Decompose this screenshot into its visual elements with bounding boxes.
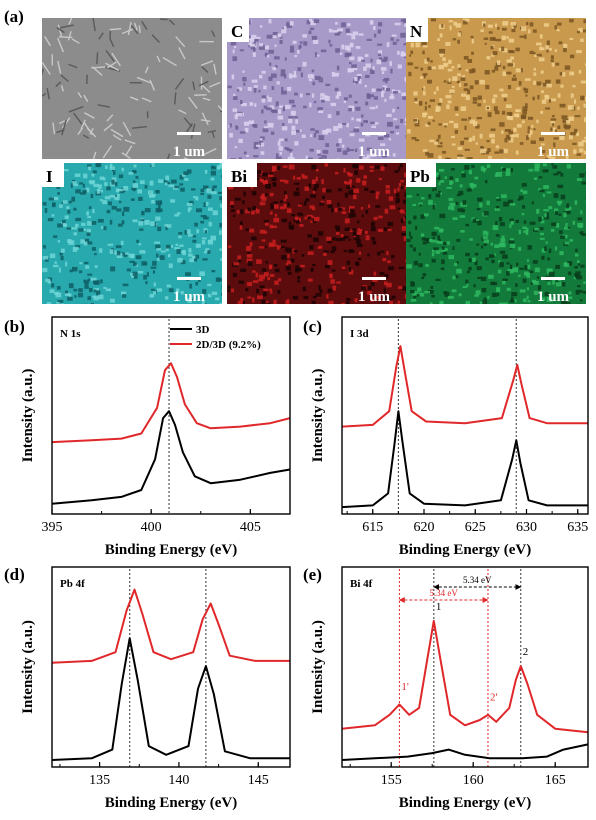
x-tick-label: 635 [567,520,588,535]
x-tick-label: 625 [465,520,486,535]
panel-label: (d) [4,565,25,584]
eds-map-panel: N 1 um [406,18,586,160]
x-tick-label: 165 [545,773,566,788]
x-tick-label: 160 [463,773,484,788]
x-tick-label: 155 [381,773,402,788]
map-label-box [227,163,257,187]
xps-panel: (c) I 3d 615 620 625 630 635 Binding Energy (eV… [303,316,589,558]
map-element-label: C [231,22,243,41]
peak-label: 1 [436,601,442,613]
map-background [406,18,586,159]
map-element-label: N [410,22,423,41]
scale-bar-label: 1 um [358,289,391,305]
map-label-box [42,163,64,187]
plot-frame [341,566,589,768]
map-element-label: I [46,167,53,186]
x-axis-label: Binding Energy (eV) [105,795,238,811]
shift-label-black: 5.34 eV [463,575,492,585]
x-tick-label: 135 [89,773,110,788]
scale-bar [177,132,201,135]
xps-panel: (e) Bi 4f 155 160 165 Binding Energy (eV) Inte… [303,565,589,811]
y-axis-label: Intensity (a.u.) [310,369,326,463]
eds-map-panel: I 1 um [42,163,222,305]
eds-map-panel: Bi 1 um [227,163,407,305]
map-label-box [406,18,428,42]
series-line-3d [341,410,588,509]
scale-bar [541,132,565,135]
x-axis-label: Binding Energy (eV) [105,542,238,558]
series-line-2d3d [51,588,290,664]
element-label: N 1s [60,328,81,340]
x-tick-label: 145 [248,773,269,788]
peak-label: 1' [401,681,409,693]
panel-label: (c) [303,317,322,336]
scale-bar-label: 1 um [537,289,570,305]
series-line-3d [51,637,290,761]
x-tick-label: 395 [42,520,63,535]
series-line-2d3d [341,345,588,428]
map-element-label: Pb [410,167,430,186]
x-tick-label: 630 [516,520,537,535]
scale-bar-label: 1 um [358,144,391,160]
scale-bar [362,132,386,135]
element-label: I 3d [350,328,369,340]
plot-frame [51,316,291,515]
series-line-2d3d [341,619,589,734]
eds-map-panel: C 1 um [227,18,407,160]
x-axis-label: Binding Energy (eV) [399,542,532,558]
scale-bar-label: 1 um [537,144,570,160]
y-axis-label: Intensity (a.u.) [20,620,36,714]
panel-label: (e) [303,565,322,584]
x-tick-label: 400 [141,520,162,535]
x-tick-label: 405 [240,520,261,535]
scale-bar-label: 1 um [173,289,206,305]
peak-label: 2 [523,646,529,658]
map-texture [42,163,222,304]
map-element-label: Bi [231,167,247,186]
map-texture [227,163,407,304]
legend-label: 2D/3D (9.2%) [196,339,261,351]
scale-bar [362,277,386,280]
map-texture [227,18,407,159]
map-texture [406,163,586,304]
panel-label: (b) [4,317,25,336]
peak-label: 2' [490,691,498,703]
map-texture [42,18,222,159]
scale-bar-label: 1 um [173,144,206,160]
legend-label: 3D [196,324,210,336]
map-label-box [227,18,249,42]
plot-frame [51,566,291,768]
x-tick-label: 620 [414,520,435,535]
series-line-3d [341,743,589,761]
map-background [42,163,222,304]
map-texture [406,18,586,159]
series-line-3d [51,410,291,505]
x-tick-label: 615 [362,520,383,535]
y-axis-label: Intensity (a.u.) [20,369,36,463]
shift-label-red: 5.34 eV [429,588,458,598]
x-axis-label: Binding Energy (eV) [399,795,532,811]
element-label: Bi 4f [350,578,373,590]
plot-frame [341,316,589,515]
panel-label-a: (a) [4,7,24,26]
series-line-2d3d [51,362,291,444]
scale-bar [541,277,565,280]
eds-map-grid: 1 um C 1 um N 1 um I 1 um Bi 1 um Pb 1 um [42,18,586,305]
scale-bar [177,277,201,280]
x-tick-label: 140 [168,773,189,788]
map-label-box [406,163,436,187]
y-axis-label: Intensity (a.u.) [310,620,326,714]
xps-panel: (d) Pb 4f 135 140 145 Binding Energy (eV) Inte… [4,565,291,811]
eds-map-panel: 1 um [42,18,222,160]
element-label: Pb 4f [60,578,85,590]
eds-map-panel: Pb 1 um [406,163,586,305]
